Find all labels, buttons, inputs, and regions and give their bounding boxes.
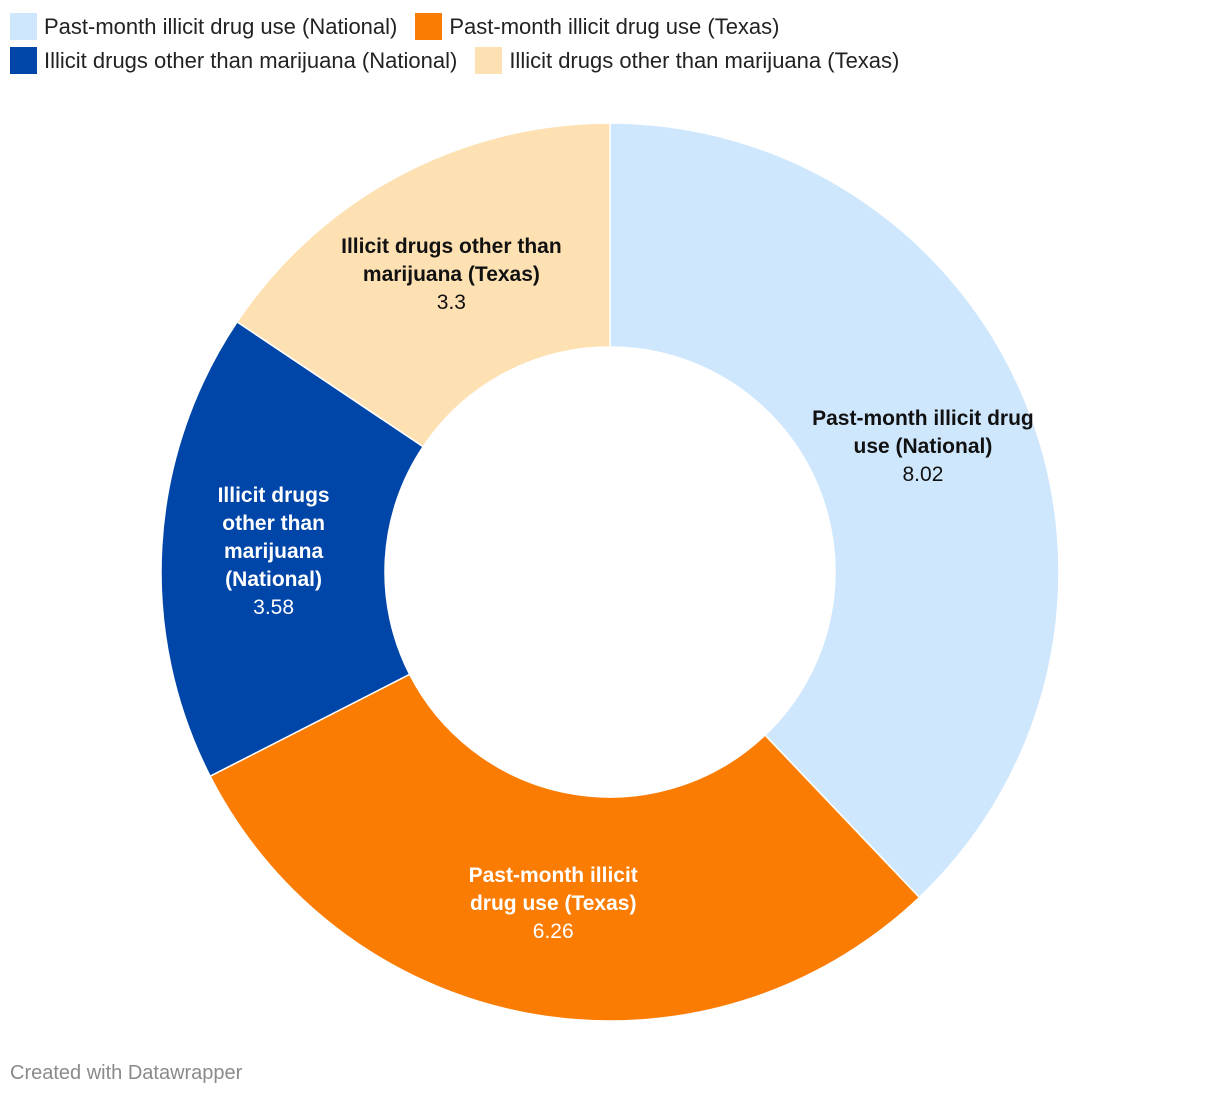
slice-label: Illicit drugs other than marijuana (Texa… [311,233,591,317]
legend-label: Past-month illicit drug use (Texas) [449,14,780,39]
chart-legend: Past-month illicit drug use (National) Pa… [10,10,1190,78]
slice-label: Illicit drugs other than marijuana (Nati… [199,482,349,622]
legend-item: Past-month illicit drug use (National) [10,10,397,44]
legend-label: Illicit drugs other than marijuana (Texa… [509,48,900,73]
legend-label: Illicit drugs other than marijuana (Nati… [44,48,458,73]
slice-label-name: Past-month illicit drug use (National) [812,406,1034,458]
donut-slice [160,320,425,778]
legend-item: Illicit drugs other than marijuana (Nati… [10,44,457,78]
legend-swatch [415,13,443,40]
donut-slice [609,122,1060,899]
donut-slice [236,122,611,448]
slice-label: Past-month illicit drug use (Texas) 6.26 [448,862,658,946]
footer-credit: Created with Datawrapper [10,1062,243,1084]
donut-slice [209,673,921,1022]
slice-label-name: Illicit drugs other than marijuana (Nati… [217,483,330,591]
slice-label-name: Past-month illicit drug use (Texas) [468,864,638,916]
legend-item: Past-month illicit drug use (Texas) [415,10,780,44]
slice-value-label: 3.58 [253,595,295,619]
legend-swatch [10,47,37,74]
slice-value-label: 8.02 [902,462,944,486]
legend-label: Past-month illicit drug use (National) [44,14,398,39]
legend-item: Illicit drugs other than marijuana (Texa… [475,44,899,78]
legend-swatch [10,13,37,40]
slice-value-label: 6.26 [532,920,574,944]
slice-label: Past-month illicit drug use (National) 8.… [808,405,1038,489]
legend-swatch [475,47,503,74]
slice-label-name: Illicit drugs other than marijuana (Texa… [341,234,562,286]
slice-value-label: 3.3 [436,290,466,314]
